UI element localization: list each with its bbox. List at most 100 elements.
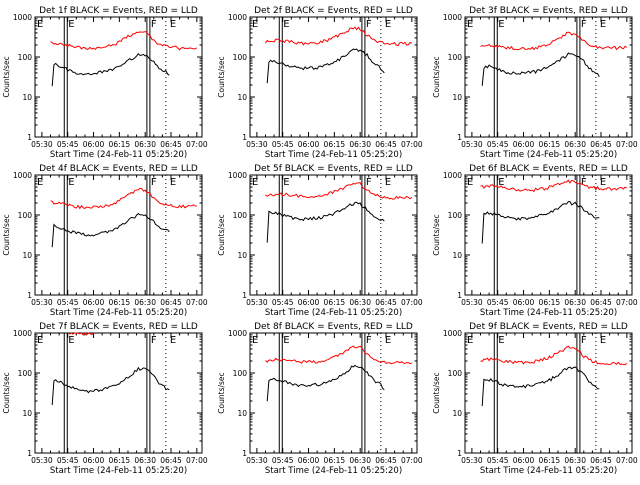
x-tick-label: 06:00 xyxy=(298,298,320,307)
plot-frame xyxy=(249,332,418,454)
plot-frame xyxy=(249,174,418,296)
events-series-line xyxy=(51,212,170,248)
y-axis-label: Counts/sec xyxy=(217,56,226,97)
lld-series-line xyxy=(265,345,413,365)
y-axis-label: Counts/sec xyxy=(432,214,441,255)
marker-label: E xyxy=(600,177,606,188)
plot-frame xyxy=(464,174,633,296)
y-tick-label: 10 xyxy=(452,409,462,418)
y-tick-label: 10 xyxy=(237,409,247,418)
marker-label: E xyxy=(170,19,176,30)
x-tick-label: 05:45 xyxy=(272,140,294,149)
x-tick-label: 06:00 xyxy=(83,140,105,149)
chart-panel-4: Det 4f BLACK = Events, RED = LLD Start Ti… xyxy=(2,164,208,318)
marker-label: E xyxy=(283,177,289,188)
x-tick-label: 07:00 xyxy=(186,140,208,149)
x-tick-label: 07:00 xyxy=(401,298,423,307)
marker-label: E xyxy=(498,335,504,346)
x-tick-label: 06:30 xyxy=(134,298,156,307)
x-tick-label: 07:00 xyxy=(616,298,638,307)
x-tick-label: 06:00 xyxy=(83,456,105,465)
marker-label: E xyxy=(498,177,504,188)
x-tick-label: 05:30 xyxy=(31,298,53,307)
plot-frame xyxy=(34,174,203,296)
x-tick-label: 06:30 xyxy=(349,298,371,307)
marker-label: E xyxy=(37,19,43,30)
x-tick-label: 06:15 xyxy=(539,456,561,465)
x-tick-label: 05:45 xyxy=(57,298,79,307)
lld-series-line xyxy=(69,332,94,336)
x-tick-label: 06:45 xyxy=(160,140,182,149)
x-tick-label: 05:30 xyxy=(246,456,268,465)
x-tick-label: 06:30 xyxy=(564,456,586,465)
marker-label: E xyxy=(68,177,74,188)
marker-label: F xyxy=(581,19,587,30)
y-tick-label: 1 xyxy=(27,449,32,458)
x-tick-label: 05:30 xyxy=(246,140,268,149)
plot-frame xyxy=(464,16,633,138)
marker-label: F xyxy=(151,335,157,346)
x-tick-label: 06:30 xyxy=(134,140,156,149)
x-tick-label: 07:00 xyxy=(401,456,423,465)
y-axis-label: Counts/sec xyxy=(432,56,441,97)
marker-label: E xyxy=(283,335,289,346)
y-axis-label: Counts/sec xyxy=(217,214,226,255)
events-series-line xyxy=(51,366,170,406)
x-axis-label: Start Time (24-Feb-11 05:25:20) xyxy=(480,308,617,318)
marker-label: F xyxy=(151,19,157,30)
plot-frame xyxy=(464,332,633,454)
plot-frame xyxy=(249,16,418,138)
marker-label: E xyxy=(600,335,606,346)
y-tick-label: 1000 xyxy=(443,13,462,22)
y-tick-label: 1000 xyxy=(228,171,247,180)
y-axis-label: Counts/sec xyxy=(2,214,11,255)
x-axis-label: Start Time (24-Feb-11 05:25:20) xyxy=(265,150,402,160)
events-series-line xyxy=(481,201,600,244)
marker-label: E xyxy=(252,335,258,346)
marker-label: E xyxy=(37,335,43,346)
y-tick-label: 1000 xyxy=(13,13,32,22)
y-tick-label: 100 xyxy=(233,211,248,220)
y-tick-label: 1 xyxy=(27,291,32,300)
marker-label: E xyxy=(385,19,391,30)
y-tick-label: 10 xyxy=(22,251,32,260)
x-tick-label: 06:15 xyxy=(539,298,561,307)
y-tick-label: 10 xyxy=(237,93,247,102)
y-tick-label: 1 xyxy=(242,449,247,458)
lld-series-line xyxy=(265,26,413,47)
x-tick-label: 06:15 xyxy=(539,140,561,149)
events-series-line xyxy=(266,48,385,84)
marker-label: E xyxy=(283,19,289,30)
lld-series-line xyxy=(480,345,628,366)
y-tick-label: 1000 xyxy=(13,329,32,338)
x-tick-label: 05:30 xyxy=(31,140,53,149)
lld-series-line xyxy=(265,182,413,200)
y-tick-label: 10 xyxy=(237,251,247,260)
x-tick-label: 06:45 xyxy=(590,140,612,149)
chart-title: Det 6f BLACK = Events, RED = LLD xyxy=(469,164,628,174)
y-tick-label: 100 xyxy=(18,369,33,378)
lld-series-line xyxy=(480,179,627,193)
x-tick-label: 06:30 xyxy=(564,298,586,307)
x-tick-label: 05:30 xyxy=(246,298,268,307)
chart-panel-2: Det 2f BLACK = Events, RED = LLD Start Ti… xyxy=(217,6,423,160)
chart-panel-6: Det 6f BLACK = Events, RED = LLD Start Ti… xyxy=(432,164,638,318)
x-tick-label: 07:00 xyxy=(616,456,638,465)
y-tick-label: 10 xyxy=(452,251,462,260)
marker-label: E xyxy=(68,335,74,346)
x-tick-label: 05:30 xyxy=(461,140,483,149)
x-tick-label: 06:30 xyxy=(349,140,371,149)
x-tick-label: 06:45 xyxy=(375,140,397,149)
marker-label: E xyxy=(252,177,258,188)
marker-label: F xyxy=(151,177,157,188)
y-axis-label: Counts/sec xyxy=(2,372,11,413)
chart-title: Det 7f BLACK = Events, RED = LLD xyxy=(39,322,198,332)
plot-frame xyxy=(34,16,203,138)
chart-title: Det 5f BLACK = Events, RED = LLD xyxy=(254,164,413,174)
x-tick-label: 07:00 xyxy=(186,456,208,465)
y-tick-label: 1000 xyxy=(443,171,462,180)
marker-label: E xyxy=(467,177,473,188)
marker-label: E xyxy=(467,335,473,346)
